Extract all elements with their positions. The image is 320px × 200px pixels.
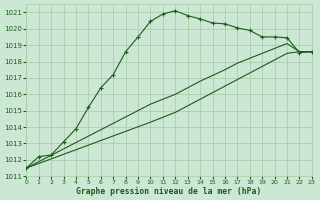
X-axis label: Graphe pression niveau de la mer (hPa): Graphe pression niveau de la mer (hPa) (76, 187, 262, 196)
